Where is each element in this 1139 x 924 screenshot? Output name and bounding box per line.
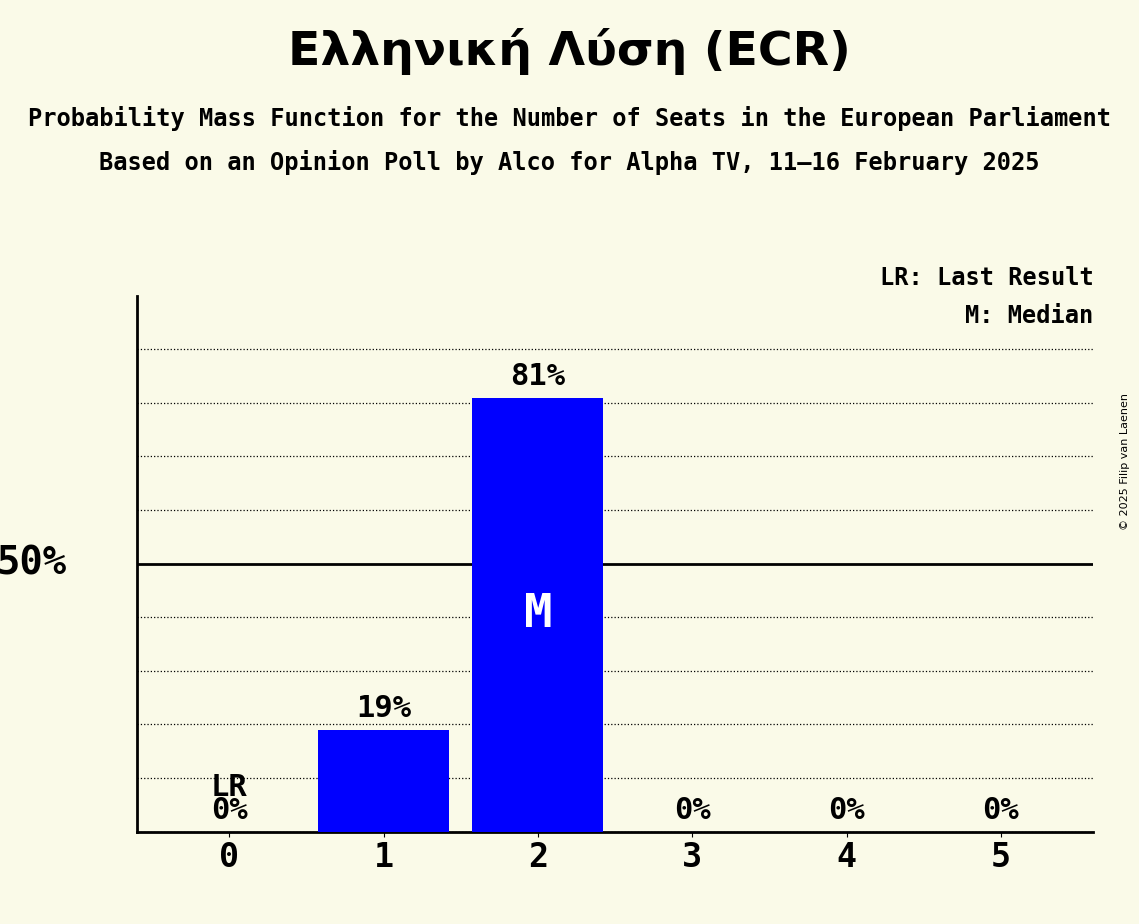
Bar [318,730,449,832]
Bar [473,397,604,832]
Text: 19%: 19% [357,694,411,723]
Text: 0%: 0% [983,796,1019,825]
Text: 81%: 81% [510,362,565,391]
Text: 0%: 0% [828,796,865,825]
Text: LR: LR [211,773,247,802]
Text: Ελληνική Λύση (ECR): Ελληνική Λύση (ECR) [288,28,851,75]
Text: Based on an Opinion Poll by Alco for Alpha TV, 11–16 February 2025: Based on an Opinion Poll by Alco for Alp… [99,150,1040,175]
Text: M: M [524,592,552,637]
Text: © 2025 Filip van Laenen: © 2025 Filip van Laenen [1120,394,1130,530]
Text: M: Median: M: Median [965,304,1093,328]
Text: LR: Last Result: LR: Last Result [879,266,1093,290]
Text: 0%: 0% [211,796,247,825]
Text: 0%: 0% [674,796,711,825]
Text: 50%: 50% [0,544,66,583]
Text: Probability Mass Function for the Number of Seats in the European Parliament: Probability Mass Function for the Number… [28,106,1111,131]
